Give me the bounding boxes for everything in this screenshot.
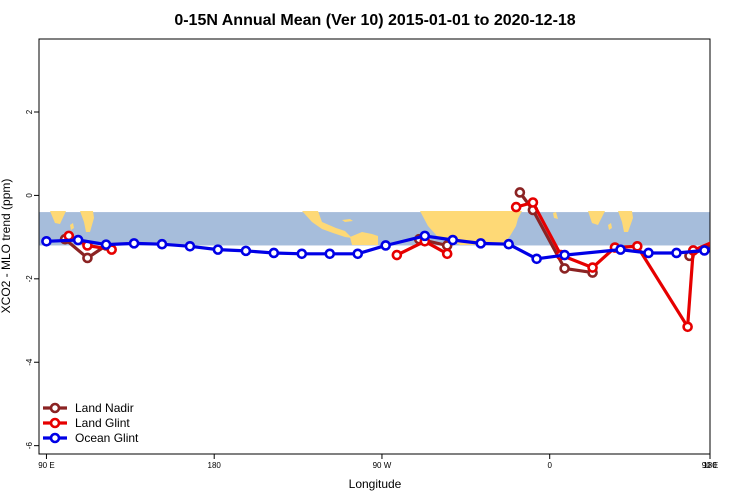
data-point-ocean-glint (419, 230, 431, 242)
data-point-land-nadir (82, 252, 93, 264)
data-point-ocean-glint (699, 245, 710, 256)
y-tick-label: -6 (25, 442, 34, 450)
x-tick-label: 90 E (702, 461, 718, 470)
legend-swatch-marker (49, 402, 61, 414)
data-point-land-glint (527, 197, 539, 208)
x-tick-label: 180 (208, 461, 222, 470)
land-india-2 (588, 211, 605, 225)
legend-swatch-marker (49, 432, 61, 444)
series-line-land-nadir (518, 191, 593, 275)
data-point-ocean-glint (559, 249, 570, 261)
data-point-ocean-glint (643, 247, 654, 259)
data-point-ocean-glint (296, 248, 308, 260)
data-point-ocean-glint (447, 234, 459, 246)
x-axis-label: Longitude (349, 477, 402, 491)
legend-label: Land Nadir (75, 401, 134, 415)
data-point-land-nadir (559, 263, 570, 274)
data-point-ocean-glint (212, 244, 224, 255)
data-point-land-glint (682, 321, 693, 333)
series-layer (41, 187, 736, 333)
data-point-land-glint (587, 262, 598, 273)
data-point-ocean-glint (531, 253, 542, 265)
data-point-ocean-glint (671, 247, 682, 259)
data-point-ocean-glint (728, 237, 736, 245)
data-point-land-nadir (713, 237, 721, 245)
land-seasia-1 (80, 211, 94, 232)
data-point-ocean-glint (475, 238, 487, 249)
data-point-ocean-glint (324, 248, 336, 260)
x-tick-label: 90 E (38, 461, 54, 470)
y-tick-label: 2 (25, 109, 34, 114)
legend-swatch-marker (49, 417, 61, 429)
data-point-land-glint (723, 232, 731, 240)
data-point-ocean-glint (72, 234, 84, 246)
y-tick-label: -4 (25, 358, 34, 366)
data-point-ocean-glint (100, 239, 112, 250)
series-ocean-glint (41, 230, 736, 265)
data-point-ocean-glint (128, 238, 140, 249)
data-point-ocean-glint (41, 235, 52, 247)
data-point-ocean-glint (380, 240, 391, 251)
land-seasia-2 (618, 211, 633, 232)
land-arabia (508, 211, 522, 222)
land-india-1 (50, 211, 66, 224)
land-central-america (302, 211, 352, 238)
data-point-land-glint (391, 249, 403, 261)
legend-label: Ocean Glint (75, 431, 139, 445)
x-tick-label: 90 W (373, 461, 392, 470)
map-band (39, 211, 710, 246)
legend-item-land-glint: Land Glint (43, 416, 130, 430)
data-point-land-glint (632, 240, 643, 252)
data-point-ocean-glint (503, 238, 515, 250)
data-point-ocean-glint (615, 244, 626, 255)
x-tick-label: 180 (703, 461, 717, 470)
x-tick-label: 0 (547, 461, 552, 470)
land-south-america (350, 232, 378, 245)
data-point-ocean-glint (156, 238, 168, 250)
data-point-ocean-glint (352, 248, 364, 260)
data-point-ocean-glint (184, 240, 196, 252)
land-island-small (553, 212, 558, 219)
plot-frame (38, 38, 711, 455)
land-srilanka-1 (70, 223, 74, 230)
data-point-land-nadir (514, 187, 526, 198)
chart-title: 0-15N Annual Mean (Ver 10) 2015-01-01 to… (174, 12, 575, 29)
data-point-land-glint (63, 230, 75, 242)
legend-item-ocean-glint: Ocean Glint (43, 431, 139, 445)
y-tick-label: 0 (25, 193, 34, 198)
land-africa (420, 211, 520, 245)
legend-item-land-nadir: Land Nadir (43, 401, 134, 415)
data-point-ocean-glint (240, 245, 252, 257)
data-point-land-glint (441, 248, 453, 260)
y-tick-label: -2 (25, 275, 34, 283)
legend-label: Land Glint (75, 416, 130, 430)
y-axis-label: XCO2 - MLO trend (ppm) (0, 179, 13, 314)
y-axis: -6 -4 -2 0 2 (25, 109, 39, 449)
land-caribbean-1 (342, 219, 353, 222)
series-land-glint (63, 197, 731, 333)
land-srilanka-2 (608, 223, 612, 230)
data-point-ocean-glint (268, 247, 280, 259)
data-point-land-glint (510, 201, 522, 213)
